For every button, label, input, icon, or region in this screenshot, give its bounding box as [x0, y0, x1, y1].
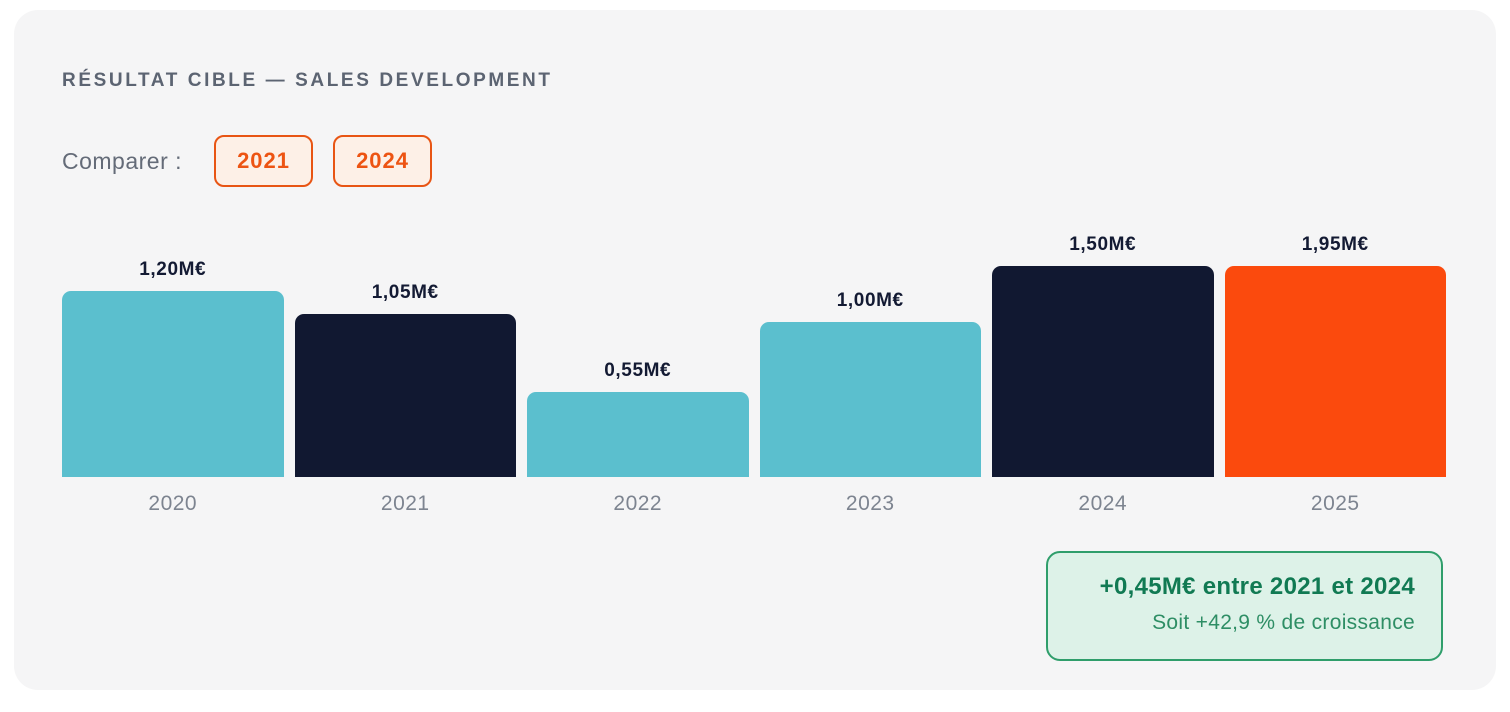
growth-percent-text: Soit +42,9 % de croissance	[1152, 611, 1415, 634]
bar-value-label: 1,20M€	[139, 259, 207, 280]
x-axis-label-2022: 2022	[613, 492, 663, 515]
bar-value-label: 1,95M€	[1301, 234, 1369, 255]
chart-card: RÉSULTAT CIBLE — SALES DEVELOPMENT Compa…	[14, 10, 1496, 690]
growth-amount-text: +0,45M€ entre 2021 et 2024	[1099, 573, 1415, 600]
growth-summary-box: +0,45M€ entre 2021 et 2024 Soit +42,9 % …	[1046, 551, 1443, 661]
bar-2022[interactable]	[527, 391, 749, 477]
compare-label: Comparer :	[62, 147, 183, 174]
bar-column-2023: 1,00M€	[759, 290, 981, 477]
bar-2024[interactable]	[992, 266, 1214, 477]
bars-row: 1,20M€ 1,05M€ 0,55M€ 1,00M€ 1,50M€ 1,95M€	[62, 230, 1446, 477]
bar-column-2025: 1,95M€	[1224, 234, 1446, 477]
x-axis-label-2021: 2021	[380, 492, 430, 515]
bar-2021[interactable]	[294, 314, 516, 477]
bar-column-2020: 1,20M€	[62, 259, 284, 477]
bar-2025[interactable]	[1224, 266, 1446, 477]
bar-value-label: 1,00M€	[836, 290, 904, 311]
compare-year-button-2024[interactable]: 2024	[333, 135, 433, 187]
bar-2020[interactable]	[62, 291, 284, 477]
bar-2023[interactable]	[759, 322, 981, 477]
categories-row: 2020 2021 2022 2023 2024 2025	[62, 492, 1446, 516]
bar-value-label: 1,50M€	[1069, 234, 1137, 255]
x-axis-label-2025: 2025	[1310, 492, 1360, 515]
bar-chart: 1,20M€ 1,05M€ 0,55M€ 1,00M€ 1,50M€ 1,95M€ 202…	[62, 230, 1446, 516]
bar-value-label: 1,05M€	[371, 282, 439, 304]
x-axis-label-2020: 2020	[148, 492, 198, 515]
page-title: RÉSULTAT CIBLE — SALES DEVELOPMENT	[62, 70, 553, 91]
x-axis-label-2024: 2024	[1078, 492, 1128, 515]
bar-value-label: 0,55M€	[604, 359, 672, 381]
compare-controls: Comparer : 2021 2024	[62, 134, 452, 188]
x-axis-label-2023: 2023	[845, 492, 895, 515]
bar-column-2024: 1,50M€	[992, 234, 1214, 477]
compare-year-button-2021[interactable]: 2021	[214, 135, 314, 187]
bar-column-2021: 1,05M€	[294, 282, 516, 477]
bar-column-2022: 0,55M€	[527, 360, 749, 477]
